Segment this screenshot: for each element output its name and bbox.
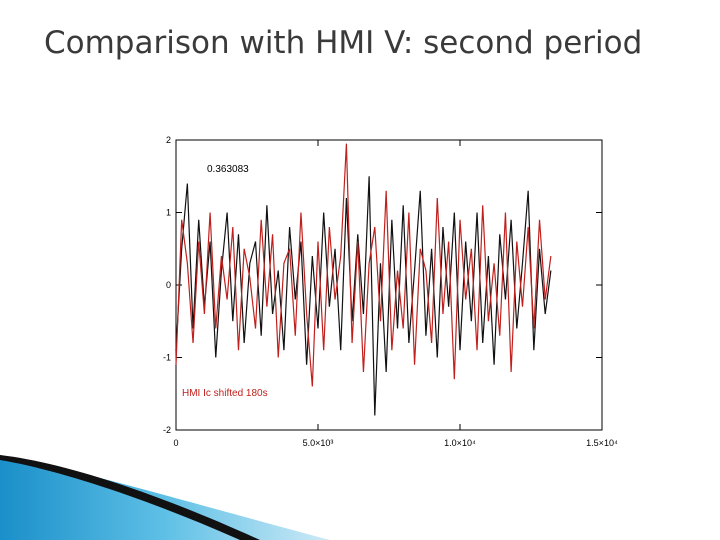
slide-title: Comparison with HMI V: second period xyxy=(44,25,643,61)
y-tick-label: 0 xyxy=(166,280,171,290)
y-tick-label: -1 xyxy=(163,353,171,363)
y-tick-label: 2 xyxy=(166,135,171,145)
x-tick-label: 5.0×10³ xyxy=(303,438,334,448)
y-tick-label: -2 xyxy=(163,425,171,435)
annotation: 0.363083 xyxy=(207,164,249,175)
x-tick-label: 0 xyxy=(173,438,178,448)
line-series xyxy=(175,176,552,416)
x-tick-label: 1.5×10⁴ xyxy=(586,438,618,448)
y-tick-label: 1 xyxy=(166,208,171,218)
annotation: HMI Ic shifted 180s xyxy=(182,388,268,399)
swoosh-black xyxy=(0,455,260,540)
line-series xyxy=(175,143,552,387)
x-tick-label: 1.0×10⁴ xyxy=(444,438,476,448)
